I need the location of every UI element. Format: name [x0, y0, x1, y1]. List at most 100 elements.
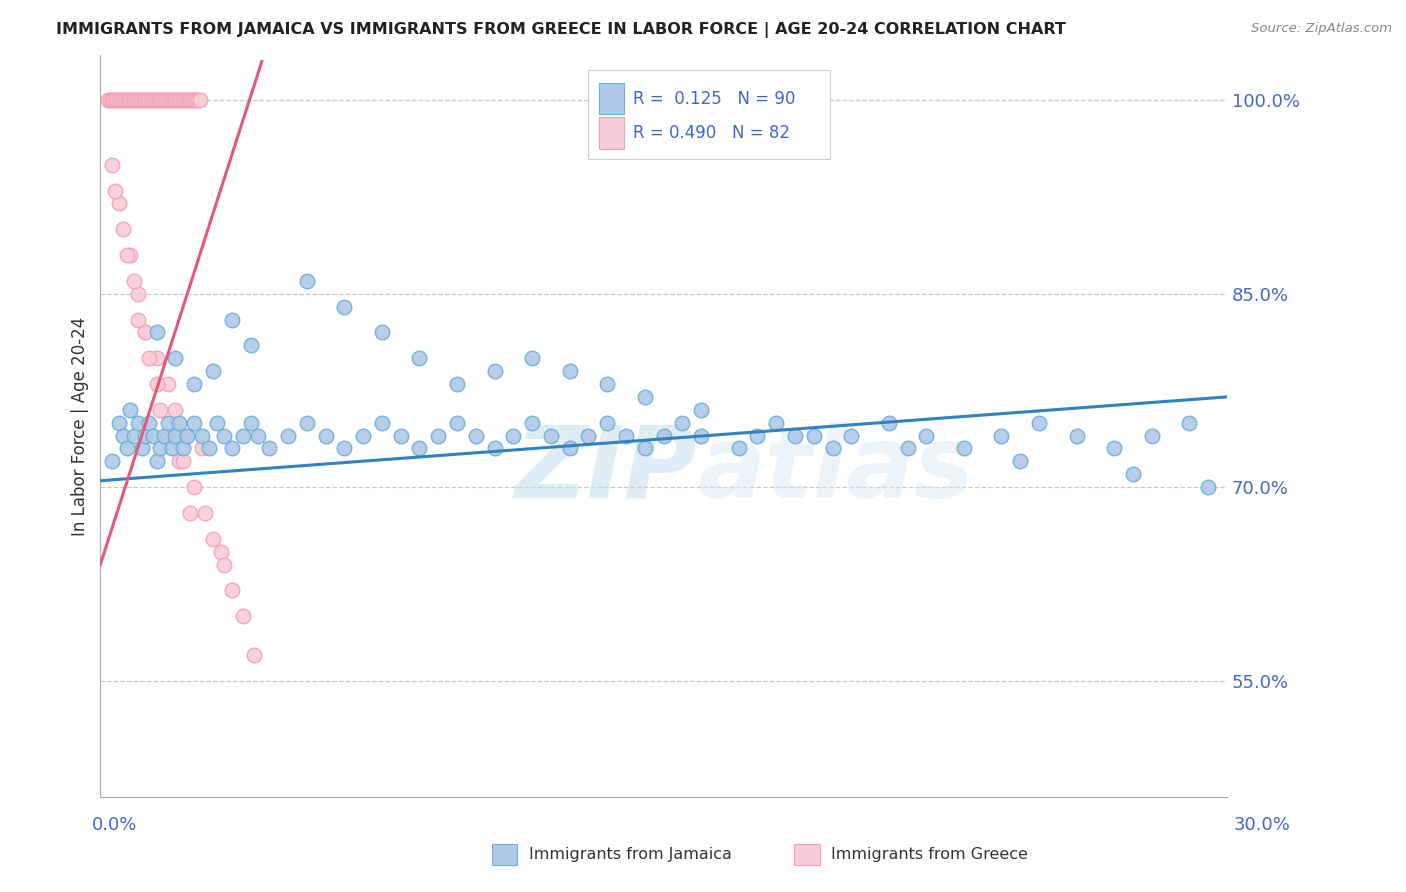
Point [148, 93, 170, 107]
Point [110, 93, 132, 107]
Point [127, 416, 149, 430]
Point [149, 402, 172, 417]
Point [162, 93, 184, 107]
Point [100, 158, 122, 172]
Point [333, 442, 356, 456]
Point [1010, 454, 1032, 468]
Point [188, 93, 211, 107]
Point [103, 93, 125, 107]
Point [247, 428, 270, 442]
Point [114, 93, 136, 107]
Point [108, 196, 131, 211]
Point [149, 442, 172, 456]
Point [190, 428, 212, 442]
Point [333, 300, 356, 314]
Point [172, 442, 194, 456]
Point [134, 428, 156, 442]
Point [1178, 416, 1201, 430]
Point [160, 93, 183, 107]
Point [184, 93, 207, 107]
Y-axis label: In Labor Force | Age 20-24: In Labor Force | Age 20-24 [72, 317, 89, 535]
Point [671, 416, 693, 430]
Point [1197, 480, 1219, 494]
Point [167, 454, 190, 468]
Point [100, 454, 122, 468]
Point [153, 428, 176, 442]
Point [138, 416, 160, 430]
Point [1066, 428, 1088, 442]
Point [614, 428, 637, 442]
Point [172, 428, 194, 442]
Point [558, 364, 581, 378]
Point [520, 416, 543, 430]
Point [167, 416, 190, 430]
Text: ZIP: ZIP [515, 422, 697, 519]
Point [239, 416, 262, 430]
Point [183, 377, 205, 392]
Point [259, 442, 281, 456]
Point [136, 93, 159, 107]
Point [131, 442, 153, 456]
Point [128, 93, 150, 107]
Point [166, 93, 188, 107]
Point [156, 416, 179, 430]
Text: R =  0.125   N = 90: R = 0.125 N = 90 [633, 90, 796, 108]
Point [232, 428, 254, 442]
Text: IMMIGRANTS FROM JAMAICA VS IMMIGRANTS FROM GREECE IN LABOR FORCE | AGE 20-24 COR: IMMIGRANTS FROM JAMAICA VS IMMIGRANTS FR… [56, 22, 1066, 38]
Point [159, 93, 181, 107]
Point [155, 93, 177, 107]
Point [389, 428, 412, 442]
Point [371, 416, 394, 430]
Point [142, 93, 165, 107]
Point [839, 428, 862, 442]
Point [352, 428, 374, 442]
Point [446, 416, 468, 430]
Point [198, 442, 221, 456]
Point [243, 648, 266, 662]
Point [408, 351, 430, 366]
Point [111, 93, 134, 107]
Point [520, 351, 543, 366]
Point [803, 428, 825, 442]
Point [172, 93, 194, 107]
Point [221, 442, 243, 456]
Point [484, 364, 506, 378]
Point [540, 428, 562, 442]
Text: Source: ZipAtlas.com: Source: ZipAtlas.com [1251, 22, 1392, 36]
Point [165, 93, 187, 107]
Text: 0.0%: 0.0% [91, 816, 136, 834]
Point [183, 480, 205, 494]
Point [209, 544, 232, 558]
Point [145, 377, 167, 392]
Point [120, 248, 142, 262]
Point [98, 93, 121, 107]
Point [212, 428, 235, 442]
Point [183, 93, 205, 107]
Text: 30.0%: 30.0% [1234, 816, 1291, 834]
Point [821, 442, 844, 456]
Point [634, 442, 657, 456]
Point [201, 364, 224, 378]
Point [127, 93, 149, 107]
Point [179, 93, 201, 107]
Point [165, 402, 187, 417]
Point [115, 248, 138, 262]
Point [108, 93, 131, 107]
Point [143, 93, 166, 107]
Point [125, 93, 148, 107]
Point [205, 416, 228, 430]
Point [149, 93, 172, 107]
Point [120, 93, 142, 107]
Point [1102, 442, 1125, 456]
Point [145, 93, 167, 107]
Point [108, 416, 131, 430]
Point [122, 274, 145, 288]
Point [690, 402, 713, 417]
Point [232, 609, 254, 624]
Point [138, 93, 160, 107]
Point [145, 351, 167, 366]
Point [1028, 416, 1050, 430]
Point [139, 93, 162, 107]
Point [464, 428, 486, 442]
Point [181, 93, 204, 107]
